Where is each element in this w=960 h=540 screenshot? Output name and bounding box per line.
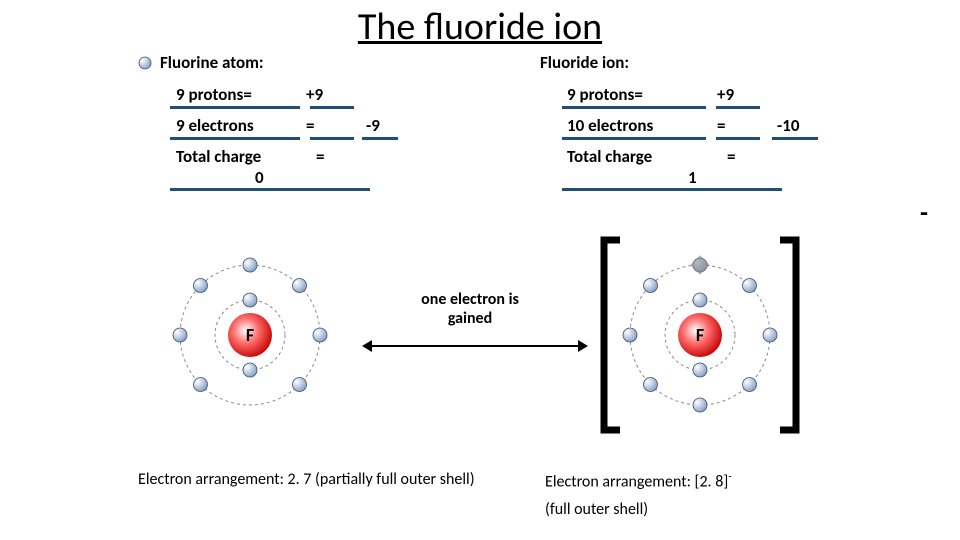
right-row-protons: 9 protons= +9 (567, 84, 847, 105)
underline (362, 137, 398, 140)
left-protons-eq: +9 (306, 84, 346, 105)
fluorine-atom-diagram: F (160, 245, 340, 425)
right-electrons-label: 10 electrons (567, 115, 717, 136)
underline (170, 188, 370, 191)
bracket-right (780, 240, 796, 430)
minus-sign: - (920, 196, 928, 228)
underline (310, 137, 354, 140)
arrow-head-right (578, 340, 588, 352)
right-total-eq: = (727, 146, 755, 167)
right-protons-eq: +9 (717, 84, 757, 105)
underline (562, 188, 782, 191)
fluoride-ion-diagram: F (590, 228, 810, 442)
left-total-eq: = (316, 146, 344, 167)
bracket-left (604, 240, 620, 430)
underline (772, 137, 818, 140)
left-electrons-val: -9 (366, 115, 380, 136)
right-protons-label: 9 protons= (567, 84, 717, 105)
left-total-label: Total charge (176, 146, 316, 167)
arrow-line (370, 345, 580, 347)
left-total-val-wrap: 0 (255, 167, 264, 188)
right-total-val: 1 (688, 167, 697, 188)
right-arrangement-line1: Electron arrangement: [2. 8]- (545, 470, 905, 491)
right-electrons-val: -10 (777, 115, 799, 136)
left-electrons-label: 9 electrons (176, 115, 306, 136)
left-row-electrons: 9 electrons = -9 (176, 115, 476, 136)
nucleus-symbol: F (246, 324, 254, 346)
underline (170, 137, 300, 140)
page-title: The fluoride ion (0, 4, 960, 50)
right-electrons-eq: = (717, 115, 777, 136)
right-arr-sup: - (728, 470, 731, 483)
mid-label: one electron is gained (400, 290, 540, 328)
left-row-total: Total charge = (176, 146, 476, 167)
arrow-head-left (362, 340, 372, 352)
bullet-icon (138, 56, 152, 70)
right-total-val-wrap: 1 (688, 167, 697, 188)
underline (170, 106, 300, 109)
left-arrangement: Electron arrangement: 2. 7 (partially fu… (138, 470, 498, 489)
right-row-total: Total charge = (567, 146, 887, 167)
underline (310, 106, 354, 109)
underline (716, 106, 760, 109)
left-row-protons: 9 protons= +9 (176, 84, 436, 105)
right-row-electrons: 10 electrons = -10 (567, 115, 887, 136)
right-arr-prefix: Electron arrangement: [2. 8] (545, 472, 728, 491)
right-total-label: Total charge (567, 146, 727, 167)
left-electrons-eq: = (306, 115, 366, 136)
left-protons-label: 9 protons= (176, 84, 306, 105)
underline (716, 137, 760, 140)
left-subtitle: Fluorine atom: (160, 52, 264, 73)
gained-electron-marker (690, 255, 710, 275)
right-subtitle: Fluoride ion: (540, 52, 629, 73)
left-total-val: 0 (255, 167, 264, 188)
underline (562, 137, 706, 140)
right-arrangement-line2: (full outer shell) (545, 500, 905, 519)
nucleus-symbol: F (696, 324, 704, 346)
underline (562, 106, 706, 109)
